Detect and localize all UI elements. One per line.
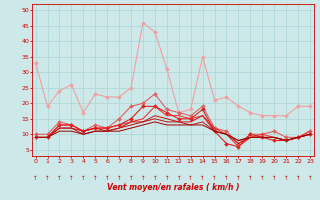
X-axis label: Vent moyen/en rafales ( km/h ): Vent moyen/en rafales ( km/h ) [107,183,239,192]
